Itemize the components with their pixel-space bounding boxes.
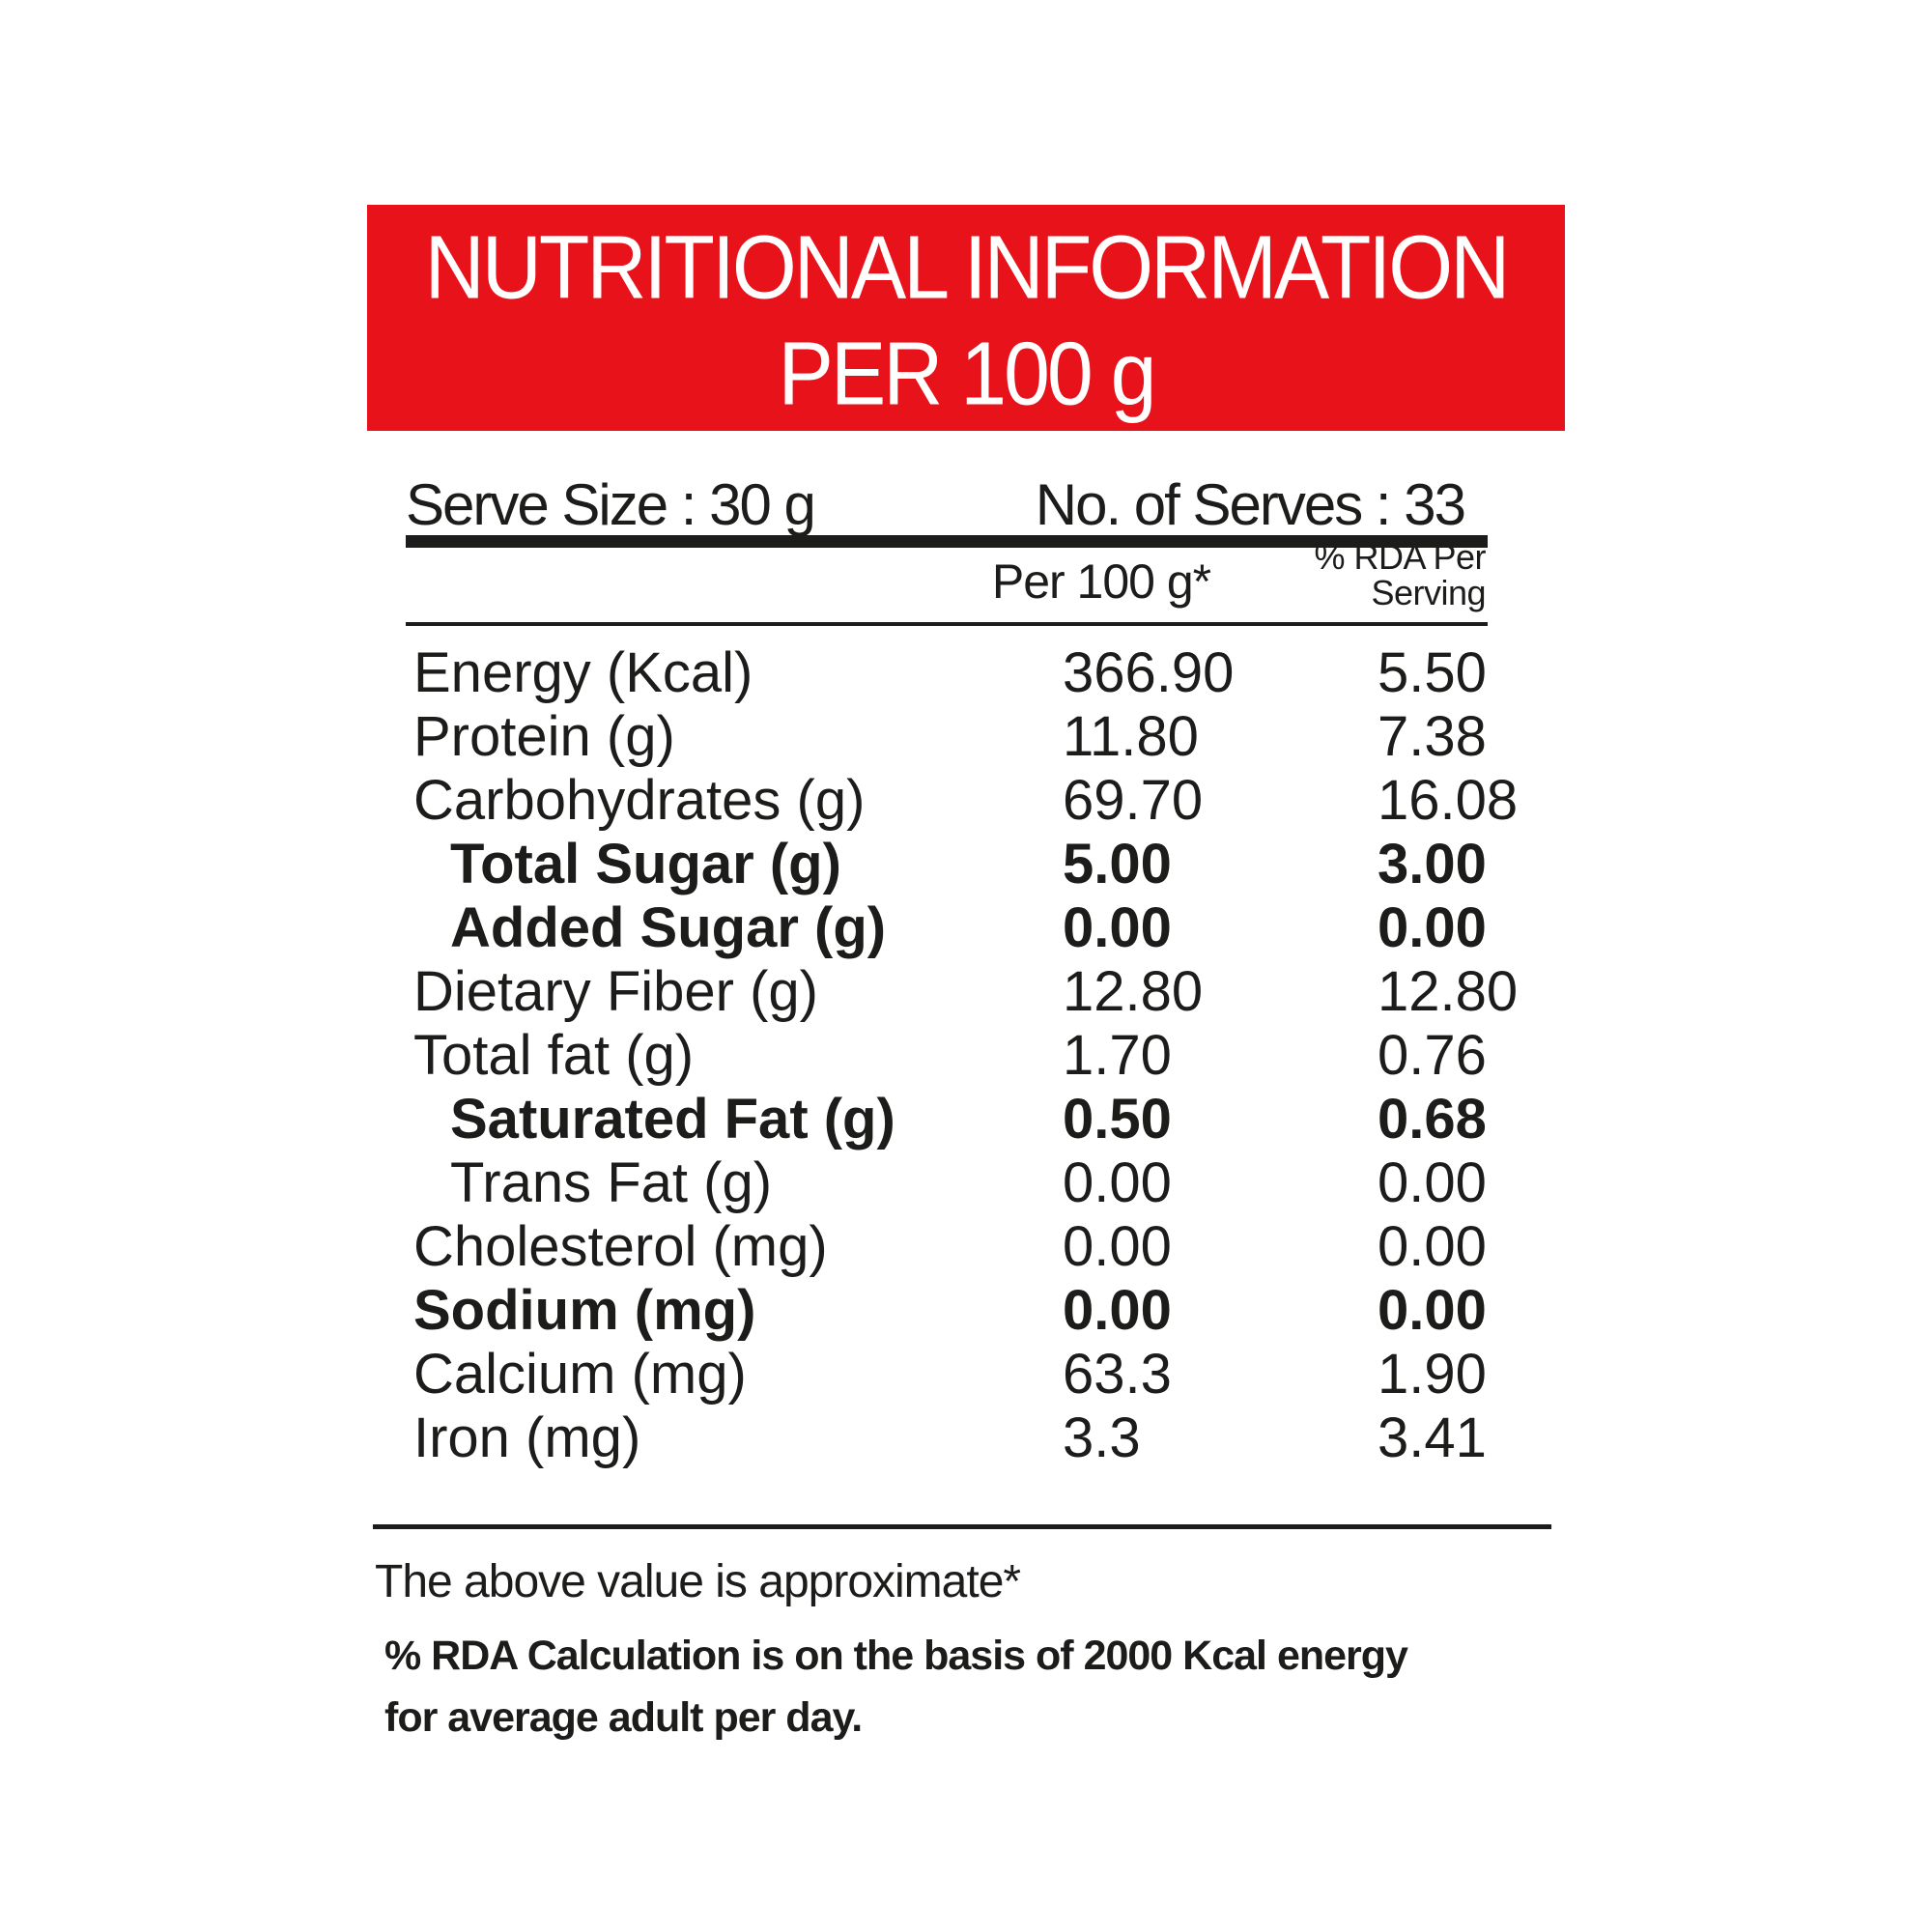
divider-thin: [406, 622, 1488, 626]
no-of-serves-text: No. of Serves : 33: [1035, 472, 1466, 537]
row-label: Cholesterol (mg): [413, 1215, 828, 1278]
column-header-per-100g: Per 100 g*: [991, 554, 1211, 609]
column-header-rda-line1: % RDA Per: [1314, 537, 1486, 577]
row-per-100g-value: 0.00: [1063, 1215, 1172, 1278]
row-label: Protein (g): [413, 705, 675, 768]
row-per-100g-value: 69.70: [1063, 769, 1204, 832]
row-per-100g-value: 11.80: [1063, 705, 1199, 768]
rda-calculation-note-line2: for average adult per day.: [384, 1694, 863, 1741]
table-row: Dietary Fiber (g) 12.80 12.80: [406, 960, 1546, 1024]
rda-calculation-note-line1: % RDA Calculation is on the basis of 200…: [384, 1633, 1408, 1679]
table-row: Energy (Kcal) 366.90 5.50: [406, 641, 1546, 705]
row-rda-per-serving-value: 0.00: [1378, 1215, 1487, 1278]
column-header-rda-per-serving: % RDA Per Serving: [1236, 539, 1486, 611]
row-rda-per-serving-value: 0.00: [1378, 1151, 1487, 1214]
row-label: Dietary Fiber (g): [413, 960, 818, 1023]
approximate-value-note: The above value is approximate*: [375, 1556, 1021, 1607]
row-per-100g-value: 366.90: [1063, 641, 1235, 704]
row-per-100g-value: 63.3: [1063, 1343, 1172, 1406]
table-row: Iron (mg) 3.3 3.41: [406, 1406, 1546, 1470]
row-rda-per-serving-value: 7.38: [1378, 705, 1487, 768]
table-row: Cholesterol (mg) 0.00 0.00: [406, 1215, 1546, 1279]
table-row: Total Sugar (g) 5.00 3.00: [406, 833, 1546, 896]
row-rda-per-serving-value: 0.00: [1378, 896, 1487, 959]
row-per-100g-value: 1.70: [1063, 1024, 1172, 1087]
row-label: Total Sugar (g): [450, 833, 841, 895]
divider-bottom: [373, 1524, 1551, 1529]
row-rda-per-serving-value: 12.80: [1378, 960, 1519, 1023]
row-label: Sodium (mg): [413, 1279, 756, 1342]
row-per-100g-value: 0.00: [1063, 1279, 1172, 1342]
table-row: Trans Fat (g) 0.00 0.00: [406, 1151, 1546, 1215]
row-per-100g-value: 0.50: [1063, 1088, 1172, 1151]
row-label: Added Sugar (g): [450, 896, 887, 959]
row-rda-per-serving-value: 3.00: [1378, 833, 1487, 895]
row-rda-per-serving-value: 3.41: [1378, 1406, 1487, 1469]
table-row: Sodium (mg) 0.00 0.00: [406, 1279, 1546, 1343]
table-row: Carbohydrates (g) 69.70 16.08: [406, 769, 1546, 833]
row-label: Iron (mg): [413, 1406, 641, 1469]
divider-thick: [406, 535, 1488, 548]
row-per-100g-value: 5.00: [1063, 833, 1172, 895]
table-row: Saturated Fat (g) 0.50 0.68: [406, 1088, 1546, 1151]
row-label: Trans Fat (g): [450, 1151, 773, 1214]
banner: NUTRITIONAL INFORMATION PER 100 g: [367, 205, 1565, 431]
row-rda-per-serving-value: 0.68: [1378, 1088, 1487, 1151]
row-per-100g-value: 0.00: [1063, 1151, 1172, 1214]
row-label: Total fat (g): [413, 1024, 695, 1087]
row-rda-per-serving-value: 0.76: [1378, 1024, 1487, 1087]
serving-info-row: Serve Size : 30 g No. of Serves : 33: [406, 475, 1488, 535]
row-rda-per-serving-value: 1.90: [1378, 1343, 1487, 1406]
row-label: Energy (Kcal): [413, 641, 753, 704]
rda-calculation-note: % RDA Calculation is on the basis of 200…: [384, 1625, 1408, 1748]
row-per-100g-value: 3.3: [1063, 1406, 1141, 1469]
table-row: Added Sugar (g) 0.00 0.00: [406, 896, 1546, 960]
row-label: Calcium (mg): [413, 1343, 747, 1406]
row-label: Carbohydrates (g): [413, 769, 866, 832]
table-row: Calcium (mg) 63.3 1.90: [406, 1343, 1546, 1406]
banner-title-line1: NUTRITIONAL INFORMATION: [424, 217, 1511, 318]
row-rda-per-serving-value: 0.00: [1378, 1279, 1487, 1342]
table-row: Protein (g) 11.80 7.38: [406, 705, 1546, 769]
row-rda-per-serving-value: 5.50: [1378, 641, 1487, 704]
serve-size-text: Serve Size : 30 g: [406, 472, 816, 537]
banner-title-line2: PER 100 g: [778, 324, 1157, 424]
row-label: Saturated Fat (g): [450, 1088, 895, 1151]
row-per-100g-value: 0.00: [1063, 896, 1172, 959]
table-row: Total fat (g) 1.70 0.76: [406, 1024, 1546, 1088]
nutrition-table: Energy (Kcal) 366.90 5.50 Protein (g) 11…: [406, 641, 1546, 1470]
column-header-rda-line2: Serving: [1371, 573, 1486, 612]
row-per-100g-value: 12.80: [1063, 960, 1204, 1023]
row-rda-per-serving-value: 16.08: [1378, 769, 1519, 832]
